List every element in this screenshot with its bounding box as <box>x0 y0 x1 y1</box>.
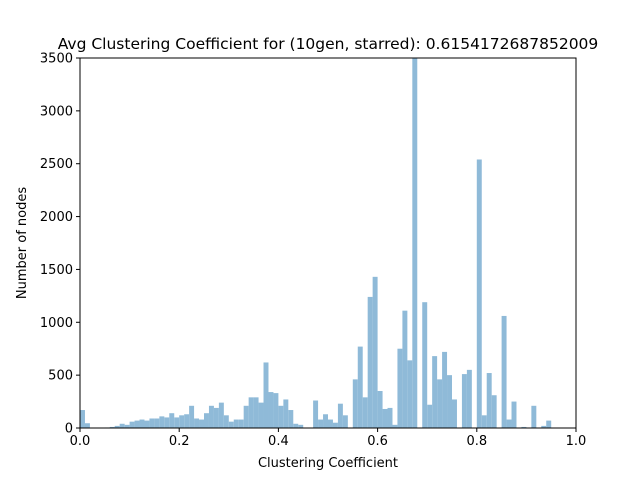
y-tick-label: 500 <box>48 369 73 384</box>
y-tick-label: 3000 <box>40 104 73 119</box>
histogram-bar <box>149 418 154 428</box>
histogram-bar <box>512 402 517 428</box>
histogram-bar <box>283 399 288 428</box>
histogram-bar <box>546 421 551 428</box>
histogram-bar <box>259 403 264 428</box>
histogram-bar <box>164 417 169 428</box>
histogram-bar <box>204 413 209 428</box>
histogram-bar <box>338 404 343 428</box>
histogram-bar <box>432 356 437 428</box>
y-tick-label: 1000 <box>40 316 73 331</box>
histogram-bar <box>144 421 149 428</box>
histogram-bar <box>249 397 254 428</box>
histogram-bar <box>209 406 214 428</box>
histogram-bar <box>244 406 249 428</box>
histogram-bar <box>80 410 85 428</box>
histogram-bar <box>234 420 239 428</box>
x-axis-label: Clustering Coefficient <box>258 456 398 471</box>
histogram-bar <box>452 399 457 428</box>
histogram-bar <box>318 420 323 428</box>
histogram-bar <box>422 302 427 428</box>
histogram-bar <box>135 421 140 428</box>
histogram-bar <box>363 397 368 428</box>
histogram-bar <box>462 374 467 428</box>
histogram-bar <box>373 277 378 428</box>
histogram-bar <box>388 408 393 428</box>
y-tick-label: 2000 <box>40 210 73 225</box>
histogram-bar <box>268 392 273 428</box>
histogram-bar <box>487 373 492 428</box>
x-tick-label: 0.8 <box>466 434 487 449</box>
histogram-bar <box>214 408 219 428</box>
histogram-bar <box>184 414 189 428</box>
histogram-bar <box>437 379 442 428</box>
histogram-bar <box>353 379 358 428</box>
histogram-bar <box>174 417 179 428</box>
histogram-bar <box>254 397 259 428</box>
histogram-bar <box>368 297 373 428</box>
histogram-bar <box>140 420 145 428</box>
histogram-bar <box>264 362 269 428</box>
histogram-bar <box>383 409 388 428</box>
x-tick-label: 0.6 <box>367 434 388 449</box>
histogram-bar <box>502 316 507 428</box>
histogram-bar <box>378 391 383 428</box>
histogram-bar <box>219 403 224 428</box>
histogram-bar <box>273 393 278 428</box>
histogram-bar <box>482 415 487 428</box>
histogram-bar <box>199 420 204 428</box>
histogram-bar <box>159 416 164 428</box>
histogram-bar <box>229 422 234 428</box>
y-tick-label: 2500 <box>40 157 73 172</box>
histogram-bar <box>85 423 90 428</box>
chart-title: Avg Clustering Coefficient for (10gen, s… <box>58 35 599 53</box>
histogram-bar <box>130 422 135 428</box>
histogram-bar <box>402 311 407 428</box>
histogram-bar <box>507 420 512 428</box>
histogram-bar <box>169 413 174 428</box>
histogram-bar <box>154 418 159 428</box>
histogram-bar <box>278 406 283 428</box>
histogram-bar <box>467 370 472 428</box>
histogram-bar <box>477 159 482 428</box>
histogram-bar <box>120 424 125 428</box>
histogram-bar <box>407 360 412 428</box>
x-tick-label: 1.0 <box>566 434 587 449</box>
x-tick-label: 0.2 <box>169 434 190 449</box>
histogram-bar <box>179 415 184 428</box>
histogram-bar <box>412 58 417 428</box>
y-tick-label: 1500 <box>40 263 73 278</box>
x-tick-label: 0.4 <box>268 434 289 449</box>
histogram-bar <box>427 405 432 428</box>
histogram-bar <box>239 420 244 428</box>
histogram-bar <box>531 406 536 428</box>
histogram-bar <box>397 349 402 428</box>
histogram-bar <box>442 352 447 428</box>
y-tick-label: 3500 <box>40 52 73 67</box>
histogram-bar <box>313 401 318 428</box>
histogram-bar <box>323 414 328 428</box>
histogram-bar <box>194 418 199 428</box>
histogram-bar <box>333 423 338 428</box>
histogram-bar <box>358 347 363 428</box>
histogram-bar <box>492 395 497 428</box>
y-axis-label: Number of nodes <box>15 187 30 299</box>
histogram-bar <box>447 375 452 428</box>
histogram-bar <box>189 406 194 428</box>
histogram-bar <box>288 410 293 428</box>
histogram-bar <box>293 424 298 428</box>
y-tick-label: 0 <box>65 422 73 437</box>
histogram-bar <box>328 420 333 428</box>
histogram-bar <box>224 415 229 428</box>
histogram-bar <box>343 415 348 428</box>
